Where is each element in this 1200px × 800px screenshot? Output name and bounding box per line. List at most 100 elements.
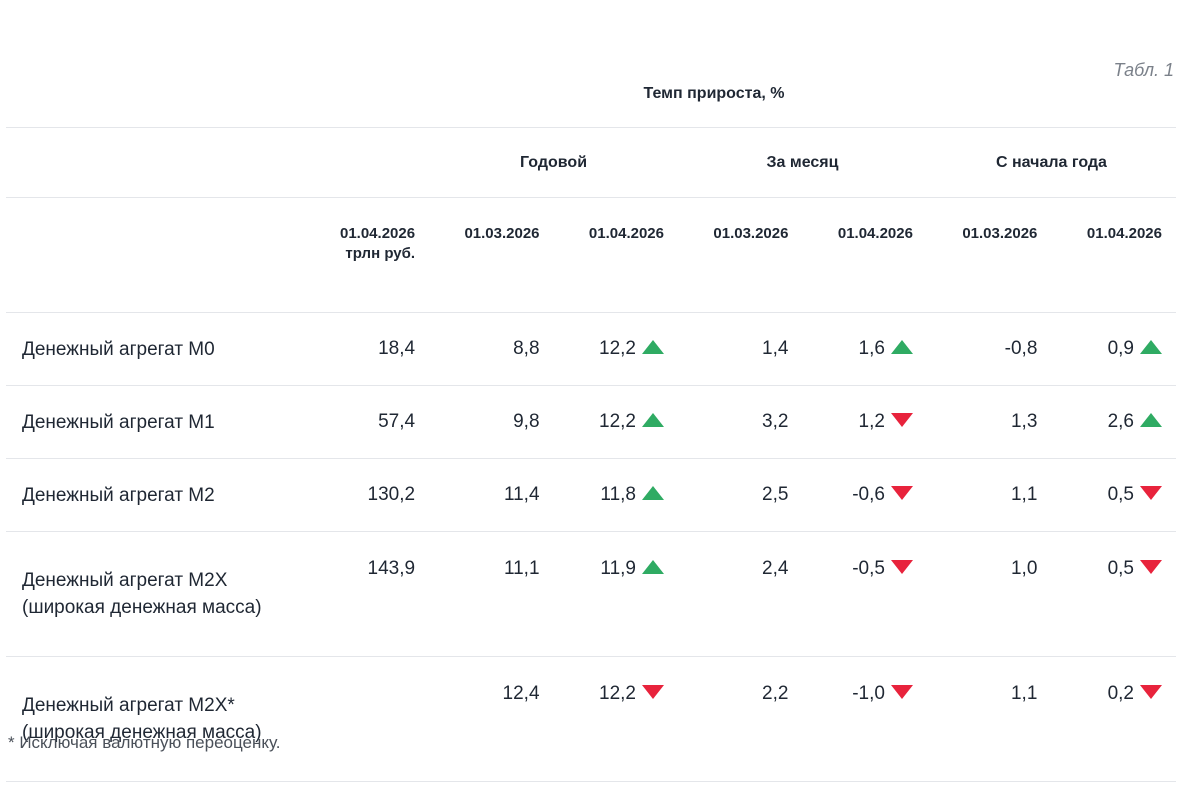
value-cell: 3,2 <box>678 385 803 459</box>
value-cell: 12,2 <box>553 385 678 459</box>
footnote: * Исключая валютную переоценку. <box>8 733 281 752</box>
value-cell: -0,5 <box>802 531 927 657</box>
date-header: 01.04.2026 <box>1051 197 1176 313</box>
table-row: Денежный агрегат М2Х (широкая денежная ма… <box>6 531 1176 657</box>
growth-value: 3,2 <box>762 411 789 432</box>
growth-value: -0,6 <box>852 484 885 505</box>
value-cell: -0,8 <box>926 312 1052 386</box>
triangle-up-icon <box>642 559 664 574</box>
aggregate-name-cell: Денежный агрегат М2 <box>6 458 305 532</box>
value-cell: 8,8 <box>429 312 554 386</box>
value-cell: 2,5 <box>678 458 803 532</box>
growth-value: 11,9 <box>600 558 636 579</box>
level-date: 01.04.2026 <box>339 225 416 242</box>
empty-header-cell <box>6 127 430 198</box>
date-header: 01.04.2026 <box>802 197 927 313</box>
growth-value: 2,6 <box>1107 411 1134 432</box>
value-cell: 1,0 <box>926 531 1052 657</box>
growth-value: 2,5 <box>762 484 789 505</box>
growth-value: -1,0 <box>852 683 885 704</box>
value-cell: 12,2 <box>553 656 678 782</box>
growth-value: 1,1 <box>1010 683 1038 704</box>
aggregate-name-cell: Денежный агрегат М2Х (широкая денежная ма… <box>6 531 305 657</box>
value-cell: 0,5 <box>1051 531 1176 657</box>
triangle-up-icon <box>642 412 664 427</box>
money-aggregates-table: Темп прироста, % Годовой За месяц С нача… <box>6 60 1176 782</box>
aggregate-name: Денежный агрегат М2Х <box>22 570 228 591</box>
table-row: Денежный агрегат М1 57,4 9,8 12,2 3,2 1,2 1,3 2… <box>6 385 1176 459</box>
value-cell: 12,4 <box>429 656 554 782</box>
growth-rate-header: Темп прироста, % <box>6 60 1176 128</box>
aggregate-name-cell: Денежный агрегат М1 <box>6 385 305 459</box>
growth-value: 0,5 <box>1107 558 1134 579</box>
growth-value: 1,3 <box>1010 411 1038 432</box>
triangle-down-icon <box>890 485 913 500</box>
group-annual-header: Годовой <box>429 127 678 198</box>
table-row: Денежный агрегат М0 18,4 8,8 12,2 1,4 1,6 -0,8… <box>6 312 1176 386</box>
growth-value: -0,5 <box>852 558 885 579</box>
growth-value: 12,4 <box>502 683 540 704</box>
date-header: 01.03.2026 <box>678 197 803 313</box>
growth-value: 9,8 <box>513 411 540 432</box>
value-cell: 11,4 <box>429 458 554 532</box>
group-monthly-header: За месяц <box>678 127 927 198</box>
table-row: Денежный агрегат М2 130,2 11,4 11,8 2,5 -0,6 1… <box>6 458 1176 532</box>
growth-value: 12,2 <box>599 411 636 432</box>
value-cell: 1,2 <box>802 385 927 459</box>
group-ytd-header: С начала года <box>926 127 1176 198</box>
triangle-up-icon <box>890 339 913 354</box>
empty-header-cell <box>6 197 305 313</box>
triangle-down-icon <box>890 412 913 427</box>
growth-value: 1,2 <box>858 411 885 432</box>
growth-value: 0,2 <box>1107 683 1134 704</box>
level-cell: 18,4 <box>304 312 430 386</box>
growth-value: 11,8 <box>600 484 636 505</box>
triangle-down-icon <box>1140 485 1162 500</box>
header-super-row: Темп прироста, % <box>6 60 1176 128</box>
level-cell: 143,9 <box>304 531 430 657</box>
level-date-header: 01.04.2026 трлн руб. <box>304 197 430 313</box>
growth-value: 1,0 <box>1010 558 1038 579</box>
date-header: 01.03.2026 <box>926 197 1052 313</box>
growth-value: 12,2 <box>599 683 636 704</box>
aggregate-name: Денежный агрегат М1 <box>22 411 215 433</box>
value-cell: 1,4 <box>678 312 803 386</box>
value-cell: 11,1 <box>429 531 554 657</box>
value-cell: 11,9 <box>553 531 678 657</box>
table-body: Денежный агрегат М0 18,4 8,8 12,2 1,4 1,6 -0,8… <box>6 312 1176 782</box>
value-cell: 1,6 <box>802 312 927 386</box>
growth-value: 2,2 <box>762 683 789 704</box>
value-cell: 11,8 <box>553 458 678 532</box>
triangle-down-icon <box>1140 684 1162 699</box>
aggregate-name-cell: Денежный агрегат М0 <box>6 312 305 386</box>
triangle-up-icon <box>1140 339 1162 354</box>
growth-value: -0,8 <box>1004 338 1038 359</box>
value-cell: 1,3 <box>926 385 1052 459</box>
aggregate-name: Денежный агрегат М2 <box>22 484 215 506</box>
growth-value: 8,8 <box>513 338 540 359</box>
triangle-up-icon <box>642 485 664 500</box>
triangle-down-icon <box>890 559 913 574</box>
aggregate-name-cell: Денежный агрегат М2Х* (широкая денежная м… <box>6 656 305 782</box>
triangle-up-icon <box>642 339 664 354</box>
value-cell: 9,8 <box>429 385 554 459</box>
aggregate-subname: (широкая денежная масса) <box>22 722 262 743</box>
growth-value: 1,1 <box>1010 484 1038 505</box>
value-cell: 2,4 <box>678 531 803 657</box>
value-cell: 2,6 <box>1051 385 1176 459</box>
value-cell: 12,2 <box>553 312 678 386</box>
aggregate-name: Денежный агрегат М0 <box>22 338 215 360</box>
date-header: 01.04.2026 <box>553 197 678 313</box>
growth-value: 1,4 <box>762 338 789 359</box>
level-unit: трлн руб. <box>345 245 416 262</box>
value-cell: 1,1 <box>926 656 1052 782</box>
header-group-row: Годовой За месяц С начала года <box>6 127 1176 198</box>
aggregate-subname: (широкая денежная масса) <box>22 597 262 618</box>
level-cell: 57,4 <box>304 385 430 459</box>
growth-value: 11,1 <box>503 558 540 579</box>
triangle-down-icon <box>642 684 664 699</box>
value-cell: -1,0 <box>802 656 927 782</box>
growth-value: 11,4 <box>503 484 540 505</box>
aggregate-name: Денежный агрегат М2Х* <box>22 695 235 716</box>
value-cell: 0,2 <box>1051 656 1176 782</box>
